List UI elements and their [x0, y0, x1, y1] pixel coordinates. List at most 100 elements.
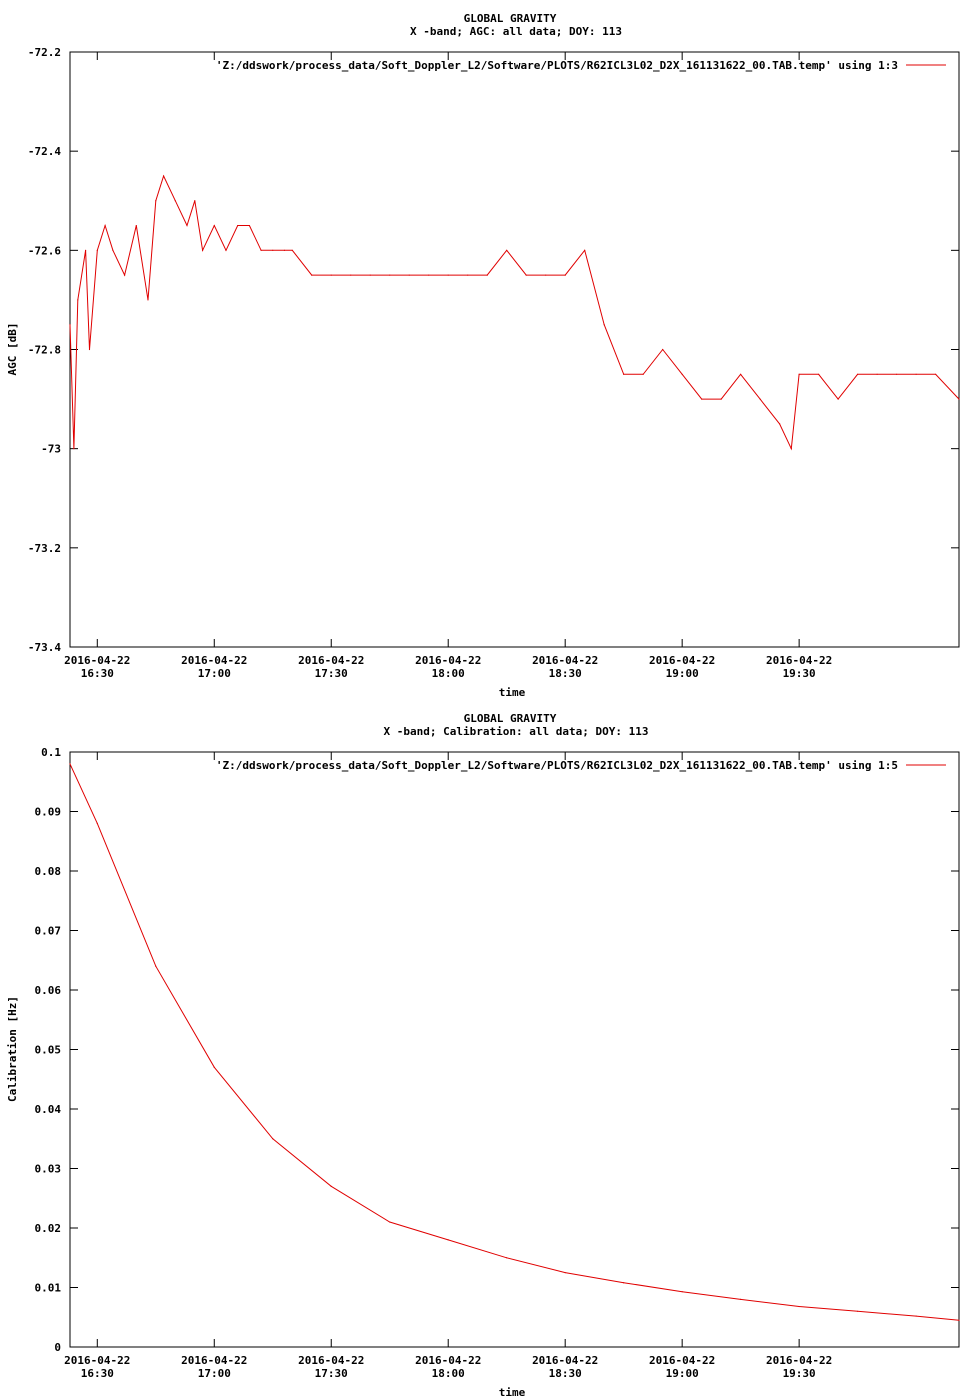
x-tick-label-time: 18:00 [432, 667, 465, 680]
data-point [935, 373, 937, 375]
data-point [408, 274, 410, 276]
data-point [837, 398, 839, 400]
x-tick-label-date: 2016-04-22 [181, 654, 247, 667]
y-tick-label: 0.05 [35, 1044, 62, 1057]
data-point [642, 373, 644, 375]
data-point [428, 274, 430, 276]
data-point [330, 274, 332, 276]
data-point [447, 274, 449, 276]
x-tick-label-time: 18:30 [549, 667, 582, 680]
x-tick-label-time: 19:00 [666, 1367, 699, 1380]
chart-subtitle: X -band; AGC: all data; DOY: 113 [410, 25, 622, 38]
data-point [720, 398, 722, 400]
data-point [915, 1315, 917, 1317]
data-point [96, 822, 98, 825]
x-tick-label-date: 2016-04-22 [64, 1354, 130, 1367]
data-point [958, 398, 960, 400]
y-tick-label: -72.6 [28, 244, 61, 257]
chart-title: GLOBAL GRAVITY [464, 712, 557, 725]
data-point [759, 398, 761, 400]
series-line [69, 763, 960, 1321]
y-tick-label: -72.8 [28, 344, 61, 357]
data-point [174, 200, 176, 202]
data-point [225, 249, 227, 251]
data-point [201, 249, 204, 251]
data-point [162, 175, 165, 177]
data-point [545, 274, 547, 276]
x-axis-label: time [499, 686, 526, 699]
x-axis-label: time [499, 1386, 526, 1399]
data-point [564, 1272, 566, 1274]
y-tick-label: 0.09 [35, 806, 62, 819]
data-point [623, 1282, 625, 1284]
data-point [73, 448, 75, 450]
data-point [155, 965, 157, 967]
x-tick-label-date: 2016-04-22 [532, 1354, 598, 1367]
data-point [389, 274, 391, 276]
data-point [330, 1185, 332, 1187]
data-point [69, 324, 71, 326]
data-point [123, 274, 126, 276]
y-tick-label: 0.04 [35, 1103, 62, 1116]
x-tick-label-time: 17:30 [315, 1367, 348, 1380]
legend-label: 'Z:/ddswork/process_data/Soft_Doppler_L2… [216, 759, 898, 772]
data-point [135, 224, 137, 227]
data-point [506, 1257, 508, 1259]
data-point [311, 274, 313, 276]
y-tick-label: -73.4 [28, 641, 61, 654]
data-point [857, 1310, 859, 1312]
data-point [350, 274, 352, 276]
data-point [272, 249, 274, 251]
data-point [790, 448, 792, 450]
data-point [915, 373, 917, 375]
data-point [681, 373, 683, 375]
x-tick-label-date: 2016-04-22 [298, 1354, 364, 1367]
data-point [272, 1138, 274, 1140]
data-point [564, 274, 566, 276]
y-tick-label: -72.2 [28, 46, 61, 59]
x-tick-label-time: 17:30 [315, 667, 348, 680]
x-tick-label-time: 19:30 [783, 1367, 816, 1380]
data-point [213, 1066, 215, 1068]
y-tick-label: 0.07 [35, 925, 62, 938]
data-point [779, 423, 781, 425]
data-point [213, 224, 215, 227]
y-axis-label: AGC [dB] [6, 323, 19, 376]
y-tick-label: -73.2 [28, 542, 61, 555]
agc-chart: GLOBAL GRAVITY X -band; AGC: all data; D… [6, 12, 960, 699]
x-tick-label-date: 2016-04-22 [298, 654, 364, 667]
data-point [958, 1319, 960, 1321]
data-point [104, 224, 106, 227]
y-tick-label: 0.02 [35, 1222, 62, 1235]
data-point [389, 1221, 391, 1223]
data-point [798, 1305, 800, 1308]
data-point [876, 373, 878, 375]
data-point [194, 200, 196, 202]
data-point [147, 299, 149, 301]
data-point [447, 1239, 449, 1241]
x-tick-label-time: 16:30 [81, 1367, 114, 1380]
data-point [112, 249, 114, 251]
y-tick-label: 0.03 [35, 1163, 62, 1176]
data-point [237, 224, 239, 227]
data-point [88, 348, 91, 351]
data-point [740, 1298, 742, 1300]
calibration-chart: GLOBAL GRAVITY X -band; Calibration: all… [6, 712, 960, 1399]
series-line [69, 174, 960, 451]
x-tick-label-date: 2016-04-22 [766, 1354, 832, 1367]
y-tick-label: 0.1 [41, 746, 61, 759]
data-point [525, 274, 527, 276]
data-point [584, 249, 586, 251]
x-tick-label-date: 2016-04-22 [532, 654, 598, 667]
x-tick-label-date: 2016-04-22 [649, 654, 715, 667]
x-tick-label-date: 2016-04-22 [766, 654, 832, 667]
data-point [798, 373, 800, 375]
data-point [681, 1291, 683, 1293]
x-tick-label-date: 2016-04-22 [415, 1354, 481, 1367]
data-point [662, 348, 664, 351]
x-tick-label-date: 2016-04-22 [649, 1354, 715, 1367]
legend-label: 'Z:/ddswork/process_data/Soft_Doppler_L2… [216, 59, 898, 72]
plot-frame [69, 51, 960, 648]
x-tick-label-date: 2016-04-22 [415, 654, 481, 667]
